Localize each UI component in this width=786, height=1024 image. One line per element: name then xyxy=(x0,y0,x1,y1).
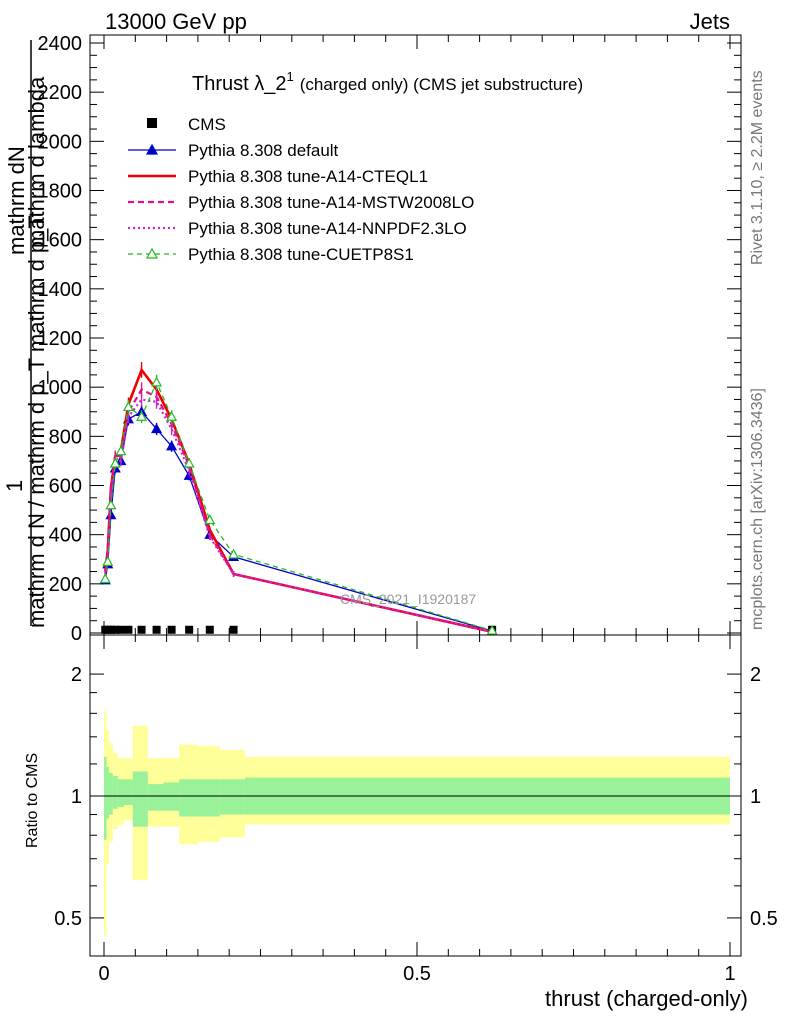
header-right: Jets xyxy=(690,9,730,34)
data-point xyxy=(105,499,117,510)
y-tick-label: 1200 xyxy=(38,328,83,350)
data-point xyxy=(166,440,178,451)
ratio-band-inner xyxy=(197,779,220,817)
y-tick-label: 400 xyxy=(49,525,82,547)
ylabel-main: mathrm d N / mathrm d p_T mathrm d p_T xyxy=(24,215,49,628)
series-cms xyxy=(101,625,497,634)
chart-title-suffix: (charged only) (CMS jet substructure) xyxy=(300,75,583,94)
data-point xyxy=(124,625,133,634)
data-point xyxy=(109,457,121,468)
x-tick-label: 0 xyxy=(98,963,109,985)
ratio-ylabel: Ratio to CMS xyxy=(24,753,41,848)
header-left: 13000 GeV pp xyxy=(105,9,247,34)
data-point xyxy=(102,555,114,566)
data-point xyxy=(111,625,120,634)
y-tick-label: 2400 xyxy=(38,33,83,55)
ratio-band-inner xyxy=(147,784,164,811)
y-tick-label: 600 xyxy=(49,476,82,498)
ylabel-one: 1 xyxy=(2,480,27,492)
y-tick-label: 1000 xyxy=(38,377,83,399)
y-tick-label: 1600 xyxy=(38,230,83,252)
ratio-band-inner xyxy=(104,756,107,840)
data-point xyxy=(122,401,134,412)
chart-title-sup: 1 xyxy=(286,69,293,84)
ratio-y-tick-label: 2 xyxy=(71,664,82,686)
legend-entry: Pythia 8.308 tune-A14-NNPDF2.3LO xyxy=(188,219,467,238)
ratio-band-inner xyxy=(112,776,118,809)
ratio-band-inner xyxy=(124,779,133,806)
data-point xyxy=(137,625,146,634)
ratio-band-inner xyxy=(163,782,180,811)
data-point xyxy=(116,625,125,634)
chart-title: Thrust λ_21 (charged only) (CMS jet subst… xyxy=(192,69,583,95)
data-point xyxy=(152,625,161,634)
ratio-band-inner xyxy=(219,779,245,815)
y-tick-label: 800 xyxy=(49,426,82,448)
ratio-y-tick-label-right: 0.5 xyxy=(750,908,778,930)
upper-ylabel: mathrm dN mathrm d lambda 1 mathrm d N /… xyxy=(2,40,49,628)
ylabel-top2: mathrm d lambda xyxy=(24,76,49,248)
data-point xyxy=(145,247,159,259)
data-point xyxy=(167,625,176,634)
data-point xyxy=(115,445,127,456)
side-text-top: Rivet 3.1.10, ≥ 2.2M events xyxy=(749,70,766,265)
y-tick-label: 2000 xyxy=(38,131,83,153)
ratio-y-tick-label-right: 1 xyxy=(750,786,761,808)
ratio-y-tick-label: 0.5 xyxy=(54,908,82,930)
y-tick-label: 2200 xyxy=(38,82,83,104)
legend: CMS Pythia 8.308 default Pythia 8.308 tune… xyxy=(128,115,474,264)
chart-title-main: Thrust λ_2 xyxy=(192,73,286,95)
ratio-band-inner xyxy=(109,772,113,815)
watermark: CMS_2021_I1920187 xyxy=(340,591,476,607)
series-cuetp8s1 xyxy=(99,374,498,635)
legend-entry: Pythia 8.308 tune-A14-CTEQL1 xyxy=(188,167,428,186)
legend-entry: CMS xyxy=(188,115,226,134)
data-point xyxy=(106,625,115,634)
data-point xyxy=(228,548,240,559)
data-point xyxy=(151,423,163,434)
data-point xyxy=(183,457,195,468)
data-point xyxy=(204,514,216,525)
data-point xyxy=(145,143,159,155)
ratio-band-inner xyxy=(179,779,198,817)
data-point xyxy=(185,625,194,634)
side-text-bottom: mcplots.cern.ch [arXiv:1306.3436] xyxy=(749,388,766,630)
y-tick-label: 1400 xyxy=(38,279,83,301)
legend-marker xyxy=(147,118,157,128)
data-point xyxy=(99,573,111,584)
ratio-band-inner xyxy=(106,766,110,819)
y-tick-label: 0 xyxy=(71,623,82,645)
upper-plot: 0 200 400 600 800 1000 1200 1400 1600 1800 2000 220… xyxy=(38,33,741,645)
ratio-y-tick-label-right: 2 xyxy=(750,664,761,686)
data-point xyxy=(486,624,498,635)
ratio-band-inner xyxy=(132,771,148,827)
legend-entry: Pythia 8.308 tune-CUETP8S1 xyxy=(188,245,414,264)
x-tick-label: 1 xyxy=(724,963,735,985)
legend-entry: Pythia 8.308 default xyxy=(188,141,339,160)
y-tick-label: 200 xyxy=(49,574,82,596)
ratio-plot: 0.5 0.5 1 1 2 2 0 0.5 1 xyxy=(54,635,778,985)
data-point xyxy=(166,410,178,421)
y-tick-label: 1800 xyxy=(38,181,83,203)
data-point xyxy=(151,376,163,387)
data-point xyxy=(229,625,238,634)
x-tick-label: 0.5 xyxy=(403,963,431,985)
data-point xyxy=(205,625,214,634)
ratio-band-inner xyxy=(117,779,125,807)
legend-entry: Pythia 8.308 tune-A14-MSTW2008LO xyxy=(188,193,474,212)
x-axis-label: thrust (charged-only) xyxy=(545,986,748,1011)
data-point xyxy=(136,410,148,421)
ratio-y-tick-label: 1 xyxy=(71,786,82,808)
ylabel-top: mathrm dN xyxy=(4,146,29,255)
lower-frame xyxy=(89,634,742,957)
